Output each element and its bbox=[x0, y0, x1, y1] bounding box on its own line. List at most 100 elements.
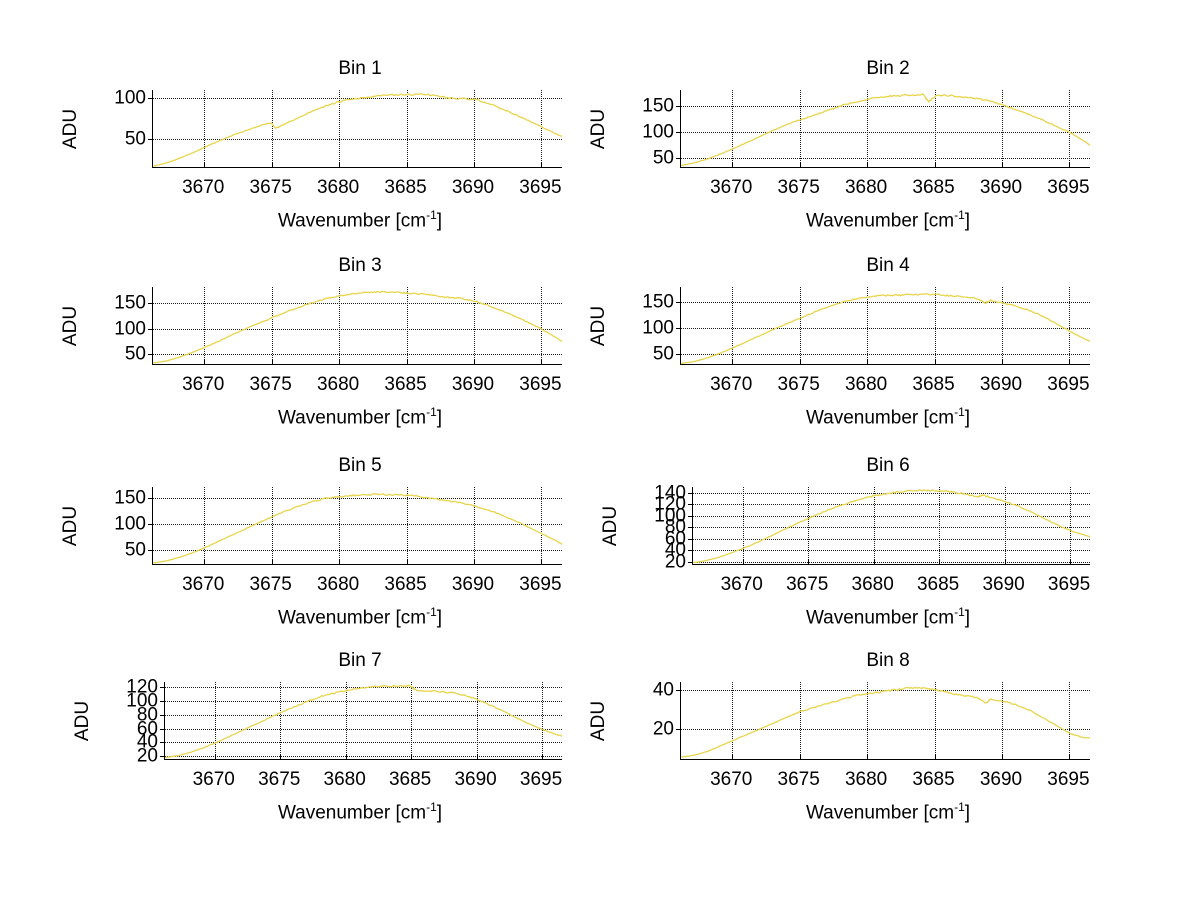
x-axis-tick-label: 3680 bbox=[323, 769, 366, 790]
gridline-vertical bbox=[867, 682, 869, 759]
gridline-vertical bbox=[1001, 90, 1003, 167]
x-axis-tick-label: 3685 bbox=[912, 769, 955, 790]
x-axis-tick-label: 3680 bbox=[844, 374, 888, 395]
gridline-vertical bbox=[204, 90, 206, 167]
y-axis-tick-label: 100 bbox=[642, 121, 674, 143]
gridline-vertical bbox=[934, 90, 936, 167]
x-axis-tick bbox=[1069, 162, 1071, 167]
gridline-horizontal bbox=[681, 157, 1090, 159]
x-axis-label: Wavenumber [cm-1] bbox=[588, 405, 1188, 429]
data-series-line bbox=[152, 487, 563, 564]
gridline-vertical bbox=[934, 287, 936, 364]
y-axis-tick-labels: 20 40 60 80 100 120 140 bbox=[634, 483, 686, 571]
x-axis-tick-label: 3670 bbox=[182, 177, 225, 198]
plot-area bbox=[148, 487, 563, 565]
y-axis-tick bbox=[676, 327, 681, 329]
x-axis-tick bbox=[799, 162, 801, 167]
x-axis-tick bbox=[799, 359, 801, 364]
y-axis-tick-label: 20 bbox=[652, 718, 674, 740]
x-axis-label: Wavenumber [cm-1] bbox=[60, 800, 660, 824]
y-axis-tick bbox=[676, 157, 681, 159]
data-series-line bbox=[680, 287, 1091, 365]
subplot-panel: Bin 1 50 100 ADU 3670 3675 3680 3685 3690 3695 Wav… bbox=[60, 58, 660, 248]
data-series-line bbox=[164, 682, 563, 759]
gridline-vertical bbox=[1069, 90, 1071, 167]
x-axis-tick-label: 3675 bbox=[786, 574, 829, 595]
x-axis-tick-label: 3685 bbox=[384, 374, 427, 395]
gridline-horizontal bbox=[681, 301, 1090, 303]
x-axis-tick-label: 3695 bbox=[519, 574, 562, 595]
x-axis-tick-label: 3685 bbox=[912, 374, 955, 395]
x-axis-tick bbox=[732, 754, 734, 759]
gridline-vertical bbox=[541, 487, 543, 564]
y-axis-tick bbox=[676, 353, 681, 355]
x-axis-tick-label: 3670 bbox=[710, 177, 753, 198]
gridline-vertical bbox=[271, 487, 273, 564]
x-axis-tick bbox=[1069, 754, 1071, 759]
y-axis-tick bbox=[148, 353, 153, 355]
x-axis-label-suffix: ] bbox=[436, 802, 443, 824]
gridline-vertical bbox=[271, 287, 273, 364]
gridline-horizontal bbox=[165, 742, 562, 744]
x-axis-tick bbox=[1070, 559, 1072, 564]
y-axis-tick-label: 50 bbox=[124, 539, 146, 561]
subplot-panel: Bin 3 50 100 150 ADU 3670 3675 3680 3685 3690 3695… bbox=[60, 255, 660, 445]
x-axis-tick-label: 3690 bbox=[451, 574, 495, 595]
x-axis-tick-label: 3690 bbox=[451, 374, 495, 395]
x-axis-label: Wavenumber [cm-1] bbox=[588, 605, 1188, 629]
x-axis-tick-label: 3680 bbox=[316, 574, 360, 595]
x-axis-label-exponent: -1 bbox=[954, 800, 965, 814]
x-axis-label-prefix: Wavenumber [cm bbox=[277, 607, 427, 629]
gridline-vertical bbox=[345, 682, 347, 759]
gridline-vertical bbox=[808, 487, 810, 564]
y-axis-label: ADU bbox=[600, 505, 621, 547]
x-axis-label-prefix: Wavenumber [cm bbox=[805, 210, 955, 232]
gridline-horizontal bbox=[165, 701, 562, 703]
y-axis-label: ADU bbox=[60, 505, 81, 547]
y-axis-tick bbox=[160, 742, 165, 744]
gridline-vertical bbox=[867, 90, 869, 167]
y-axis-label: ADU bbox=[588, 700, 609, 742]
y-axis-tick-labels: 50 100 150 bbox=[622, 287, 674, 365]
subplot-title: Bin 7 bbox=[338, 650, 382, 671]
x-axis-label-exponent: -1 bbox=[954, 405, 965, 419]
gridline-horizontal bbox=[153, 523, 562, 525]
x-axis-tick-label: 3695 bbox=[1047, 177, 1090, 198]
grid-lines bbox=[153, 487, 562, 564]
x-axis-tick-label: 3690 bbox=[451, 177, 495, 198]
grid-lines bbox=[681, 90, 1090, 167]
y-axis-tick bbox=[148, 550, 153, 552]
y-axis-tick-label: 150 bbox=[114, 292, 146, 314]
gridline-horizontal bbox=[681, 131, 1090, 133]
x-axis-tick bbox=[1001, 754, 1003, 759]
y-axis-tick-label: 50 bbox=[124, 343, 146, 365]
x-axis-label-exponent: -1 bbox=[954, 208, 965, 222]
y-axis-tick-labels: 50 100 150 bbox=[622, 90, 674, 168]
x-axis-tick bbox=[204, 359, 206, 364]
x-axis-tick bbox=[867, 359, 869, 364]
x-axis-label-suffix: ] bbox=[964, 607, 971, 629]
x-axis-label-prefix: Wavenumber [cm bbox=[277, 802, 427, 824]
plot-area bbox=[148, 287, 563, 365]
x-axis-tick bbox=[541, 359, 543, 364]
gridline-vertical bbox=[873, 487, 875, 564]
x-axis-tick-label: 3670 bbox=[710, 374, 753, 395]
gridline-horizontal bbox=[693, 515, 1090, 517]
y-axis-tick-labels: 50 100 150 bbox=[94, 487, 146, 565]
x-axis-label-exponent: -1 bbox=[426, 208, 437, 222]
x-axis-tick-label: 3695 bbox=[519, 177, 562, 198]
y-axis-tick bbox=[160, 714, 165, 716]
y-axis-tick-label: 100 bbox=[642, 317, 674, 339]
y-axis-tick-label: 100 bbox=[114, 318, 146, 340]
gridline-vertical bbox=[406, 487, 408, 564]
gridline-vertical bbox=[473, 487, 475, 564]
x-axis-label-prefix: Wavenumber [cm bbox=[277, 407, 427, 429]
x-axis-tick bbox=[271, 559, 273, 564]
gridline-vertical bbox=[1004, 487, 1006, 564]
y-axis-tick-label: 50 bbox=[652, 343, 674, 365]
x-axis-tick-label: 3685 bbox=[384, 574, 427, 595]
x-axis-label-suffix: ] bbox=[436, 210, 443, 232]
y-axis-tick-label: 150 bbox=[114, 487, 146, 509]
y-axis-tick bbox=[688, 504, 693, 506]
x-axis-tick bbox=[204, 162, 206, 167]
